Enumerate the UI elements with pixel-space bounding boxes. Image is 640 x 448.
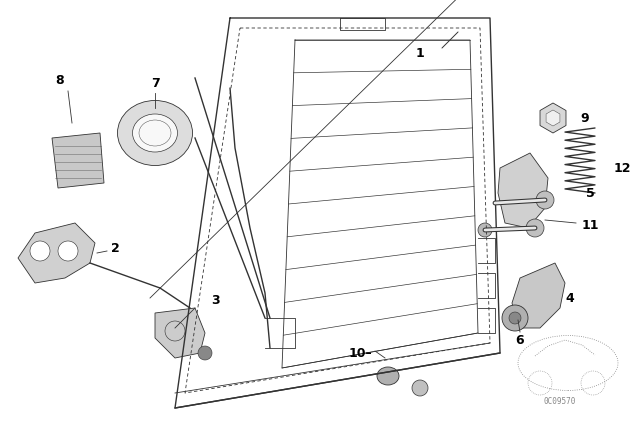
Polygon shape [155, 308, 205, 358]
Text: 11: 11 [581, 219, 599, 232]
Circle shape [502, 305, 528, 331]
Circle shape [58, 241, 78, 261]
Ellipse shape [118, 100, 193, 165]
Text: 8: 8 [56, 73, 64, 86]
Polygon shape [52, 133, 104, 188]
Ellipse shape [132, 114, 177, 152]
Polygon shape [512, 263, 565, 328]
Text: 12: 12 [613, 161, 631, 175]
Text: 5: 5 [586, 186, 595, 199]
Text: 0C09570: 0C09570 [544, 396, 576, 405]
Circle shape [412, 380, 428, 396]
Text: 7: 7 [150, 77, 159, 90]
Ellipse shape [377, 367, 399, 385]
Circle shape [478, 223, 492, 237]
Circle shape [198, 346, 212, 360]
Polygon shape [18, 223, 95, 283]
Text: 3: 3 [211, 293, 220, 306]
Circle shape [536, 191, 554, 209]
Text: 1: 1 [415, 47, 424, 60]
Text: 9: 9 [580, 112, 589, 125]
Text: 4: 4 [566, 292, 574, 305]
Circle shape [509, 312, 521, 324]
Polygon shape [498, 153, 548, 228]
Circle shape [30, 241, 50, 261]
Text: 10–: 10– [348, 346, 372, 359]
Text: 2: 2 [111, 241, 120, 254]
Text: 6: 6 [516, 333, 524, 346]
Circle shape [526, 219, 544, 237]
